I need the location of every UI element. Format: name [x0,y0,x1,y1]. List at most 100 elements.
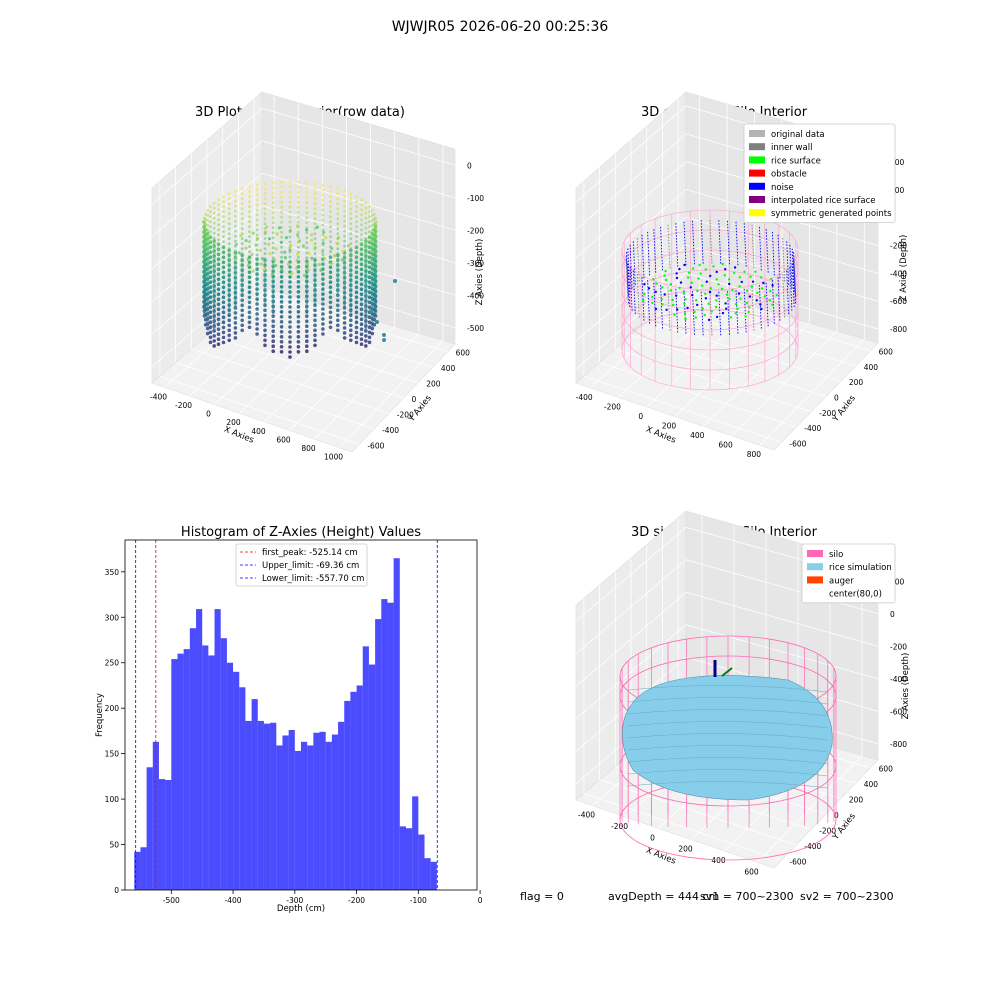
surface-point [316,226,319,229]
data-point [349,207,352,210]
data-point [228,217,231,220]
data-point [313,344,317,348]
data-point [322,184,325,187]
data-point [355,270,358,273]
data-point [314,252,317,255]
data-point [213,297,216,300]
data-point [209,300,212,303]
data-point [217,273,220,276]
data-point [349,237,352,240]
data-point [228,247,231,250]
histogram-bar [202,645,208,890]
data-point [297,246,300,249]
data-point [213,257,216,260]
data-point [305,241,308,244]
z-tick-label: 0 [467,161,472,170]
rice-surface-point [663,274,665,276]
data-point [305,344,309,348]
data-point [280,236,283,239]
data-point [209,295,212,298]
data-point [217,228,220,231]
histogram-bar [190,628,196,890]
data-point [272,226,275,229]
legend-label: rice surface [771,156,821,166]
y-tick-label: 200 [426,380,441,389]
data-point [280,201,283,204]
data-point [314,222,317,225]
data-point [343,285,346,288]
data-point [360,337,364,341]
x-tick-label: -200 [604,402,621,411]
rice-surface-point [704,314,706,316]
data-point [364,252,367,255]
histogram-bar [208,655,214,890]
x-tick-label: 400 [690,431,705,440]
rice-surface-point [678,287,680,289]
data-point [360,223,363,226]
rice-surface-point [725,308,727,310]
rice-surface-point [726,293,728,295]
surface-point [321,250,324,253]
z-axis-label: Z Axies (Depth) [475,239,485,306]
data-point [305,314,309,318]
data-point [314,262,317,265]
surface-point [333,254,336,257]
data-point [209,325,212,328]
data-point [289,291,292,294]
rice-surface-point [706,281,708,283]
data-point [234,331,238,335]
data-point [280,320,284,324]
data-point [264,292,267,295]
data-point [209,235,212,238]
data-point [209,315,212,318]
data-point [360,203,363,206]
data-point [374,302,377,305]
data-point [305,306,308,309]
histogram-bar [264,724,270,890]
y-tick-label: 400 [441,364,456,373]
rice-surface-point [739,276,741,278]
data-point [234,311,238,315]
data-point [336,262,339,265]
histogram-bar [215,609,221,890]
data-point [212,329,216,333]
data-point [248,301,252,305]
data-point [349,267,352,270]
y-tick-label: 600 [456,349,471,358]
data-point [206,289,209,292]
data-point [343,235,346,238]
histogram-bar [289,730,295,890]
data-point [313,309,317,313]
surface-point [289,229,292,232]
legend-swatch [749,170,765,177]
data-point [343,265,346,268]
legend-swatch [807,563,823,570]
rice-surface-point [731,289,733,291]
data-point [343,205,346,208]
data-point [322,199,325,202]
y-tick-label: -600 [789,857,806,866]
data-point [209,250,212,253]
data-point [248,321,252,325]
x-tick-label: 200 [662,422,677,431]
data-point [264,277,267,280]
data-point [297,335,301,339]
rice-surface-point [771,304,773,306]
data-point [241,222,244,225]
z-tick-label: -200 [890,642,907,651]
data-point [313,324,317,328]
legend-swatch [749,156,765,163]
flag-text: flag = 0 [520,890,564,903]
data-point [349,227,352,230]
data-point [289,191,292,194]
data-point [227,339,231,343]
x-tick-label: -400 [576,393,593,402]
data-point [272,276,275,279]
data-point [355,285,358,288]
histogram-bar [252,699,258,890]
data-point [206,229,209,232]
data-point [217,243,220,246]
data-point [206,264,209,267]
data-point [355,275,358,278]
data-point [364,322,367,325]
